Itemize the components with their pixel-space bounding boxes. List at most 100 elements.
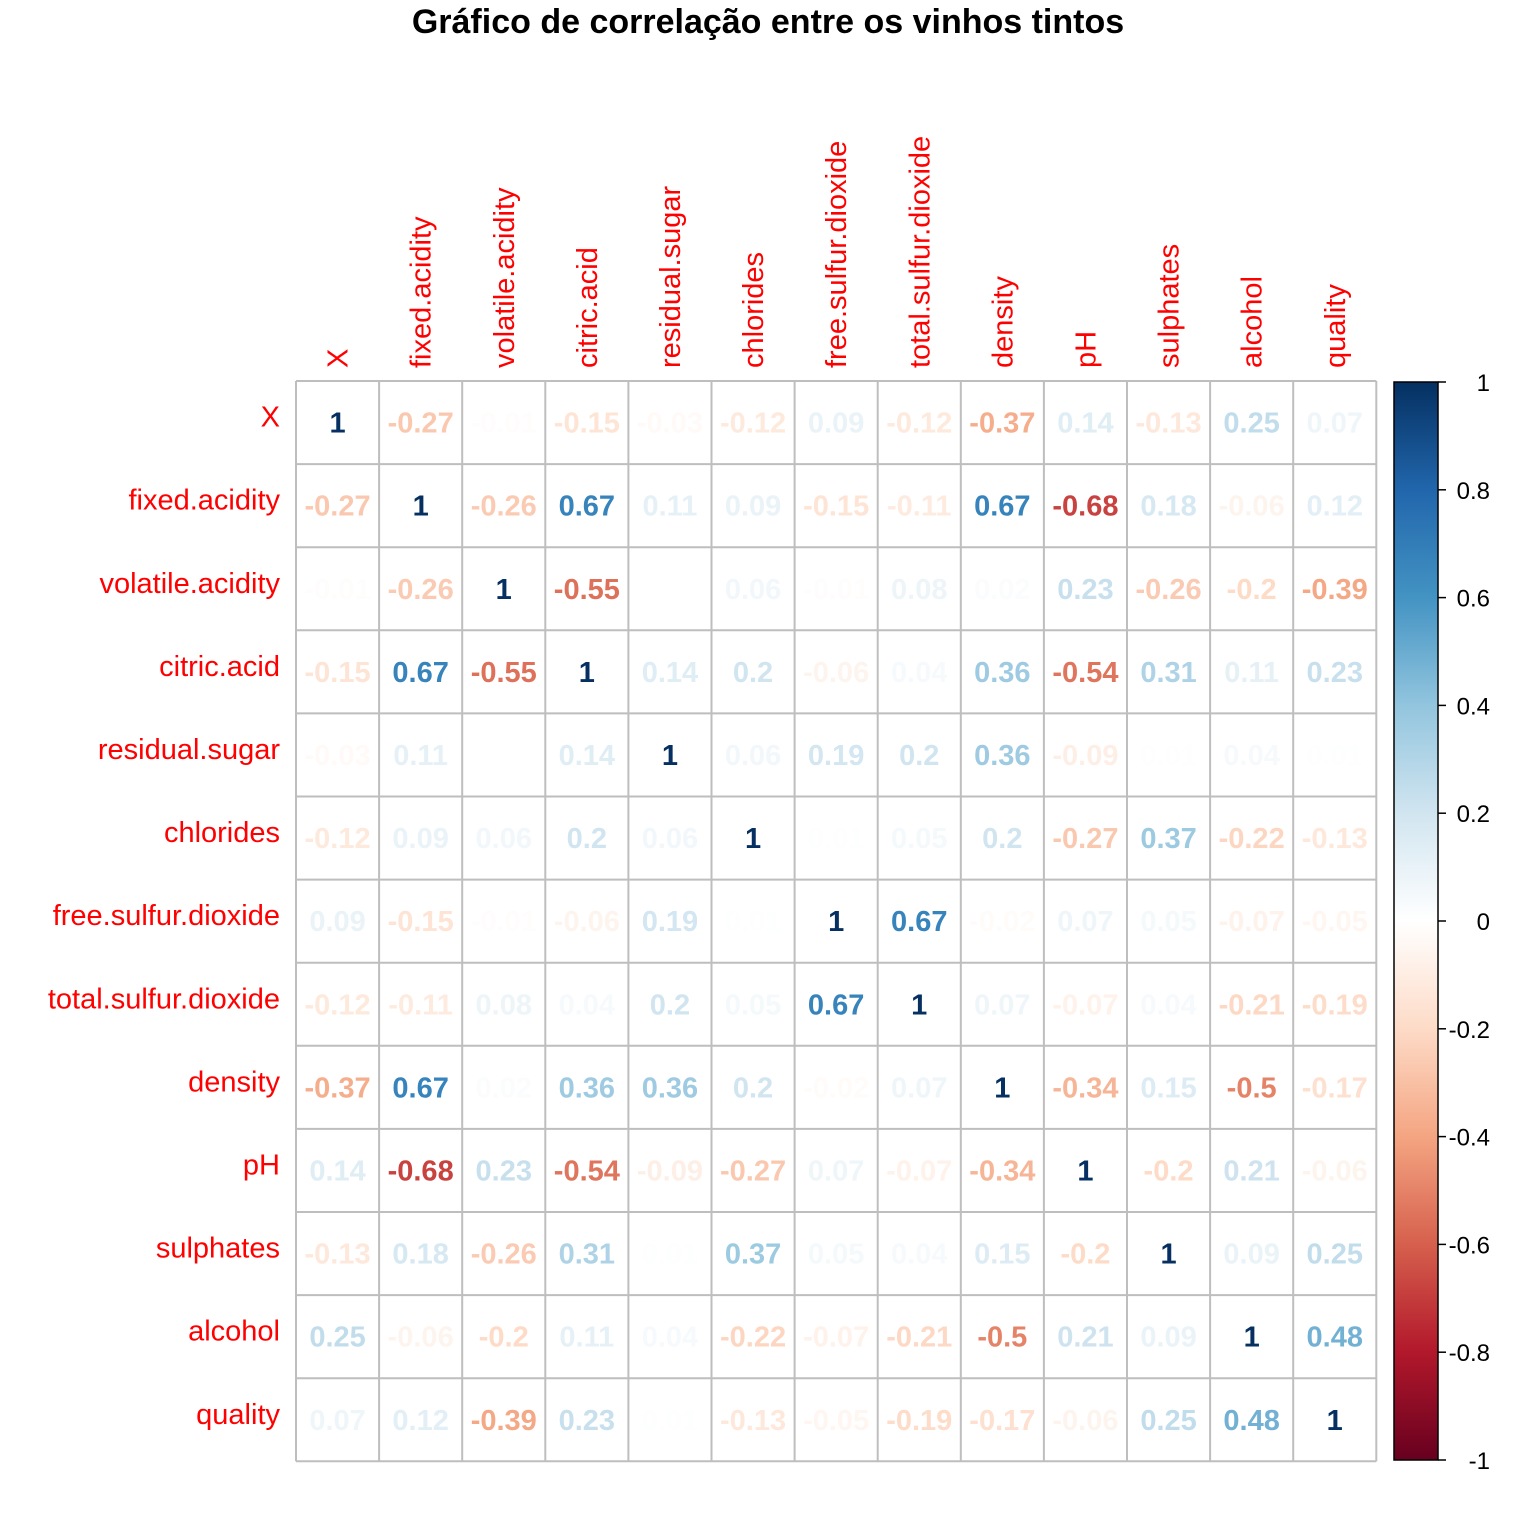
column-label: alcohol [1237, 276, 1269, 368]
correlation-value: 0.14 [309, 1155, 365, 1187]
correlation-value: 0.21 [1223, 1155, 1279, 1187]
correlation-value: 0.18 [1140, 491, 1196, 523]
correlation-value: 0.05 [725, 989, 781, 1021]
correlation-value: -0.15 [304, 657, 370, 689]
correlation-value: 0.11 [559, 1322, 614, 1354]
correlation-value: 0.37 [1140, 823, 1196, 855]
correlation-value: 0.23 [1057, 574, 1113, 606]
correlation-value: -0.01 [471, 408, 537, 440]
correlation-value: -0.11 [388, 989, 453, 1021]
correlation-value: 0.2 [650, 989, 690, 1021]
correlation-value: 0.67 [392, 1072, 448, 1104]
correlation-value: -0.27 [388, 408, 454, 440]
correlation-value: -0.68 [1052, 491, 1118, 523]
correlation-value: -0.13 [304, 1239, 370, 1271]
correlation-value: 1 [1244, 1322, 1260, 1354]
correlation-value: 0.01 [1140, 740, 1196, 772]
correlation-value: -0.2 [1144, 1155, 1194, 1187]
correlation-value: 0.07 [891, 1072, 947, 1104]
correlation-value: -0.21 [886, 1322, 952, 1354]
column-label: sulphates [1154, 244, 1186, 368]
correlation-value: 0.67 [392, 657, 448, 689]
row-label: free.sulfur.dioxide [53, 900, 280, 932]
correlation-value: 1 [994, 1072, 1010, 1104]
correlation-value: -0.06 [1219, 491, 1285, 523]
chart-title: Gráfico de correlação entre os vinhos ti… [412, 3, 1124, 41]
correlation-value: 0.23 [476, 1155, 532, 1187]
row-label: total.sulfur.dioxide [48, 983, 280, 1015]
correlation-value: -0.54 [1052, 657, 1118, 689]
correlation-value: -0.2 [1227, 574, 1277, 606]
colorbar: 1 0.8 0.6 0.4 0.2 0 -0.2 -0.4 -0.6 -0.8 -1 [1393, 370, 1490, 1475]
column-label: chlorides [738, 252, 770, 368]
correlation-value: -0.07 [1052, 989, 1118, 1021]
colorbar-tick-label: 1 [1477, 370, 1490, 397]
colorbar-tick-label: 0.2 [1457, 801, 1490, 828]
row-label: citric.acid [159, 651, 280, 683]
correlation-value: 1 [1160, 1239, 1176, 1271]
correlation-value: 0.04 [891, 1239, 947, 1271]
correlation-value: -0.06 [1052, 1405, 1118, 1437]
correlation-value: -0.55 [554, 574, 620, 606]
grid-lines [295, 380, 1378, 1463]
correlation-value: -0.02 [969, 906, 1035, 938]
colorbar-tick-label: -0.8 [1449, 1340, 1490, 1367]
correlation-value: 0.48 [1307, 1322, 1363, 1354]
correlation-value: 1 [579, 657, 595, 689]
correlation-value: 1 [329, 408, 345, 440]
correlation-value: 0.07 [1057, 906, 1113, 938]
correlation-value: 0.2 [982, 823, 1022, 855]
correlation-value: 0.09 [1140, 1322, 1196, 1354]
correlation-value: -0.15 [554, 408, 620, 440]
colorbar-tick-label: 0.4 [1457, 693, 1490, 720]
row-label: sulphates [156, 1233, 280, 1265]
correlation-value: -0.01 [803, 574, 869, 606]
correlation-value: 1 [1077, 1155, 1093, 1187]
correlation-value: -0.13 [1302, 823, 1368, 855]
correlation-value: -0.68 [388, 1155, 454, 1187]
correlation-value: -0.27 [720, 1155, 786, 1187]
correlation-value: 0.15 [974, 1239, 1030, 1271]
column-label: fixed.acidity [406, 216, 438, 368]
correlation-value: -0.03 [304, 740, 370, 772]
correlation-value: 1 [911, 989, 927, 1021]
correlation-value: 0.06 [476, 823, 532, 855]
correlation-value: -0.01 [471, 906, 537, 938]
correlation-value: 0.19 [642, 906, 698, 938]
correlation-value: -0.13 [1135, 408, 1201, 440]
correlation-value: 0.04 [1223, 740, 1279, 772]
correlation-value: 0.48 [1223, 1405, 1279, 1437]
column-label: free.sulfur.dioxide [821, 141, 853, 368]
correlation-value: 0.01 [1307, 740, 1363, 772]
correlation-value: -0.17 [969, 1405, 1035, 1437]
correlation-value: 0.19 [808, 740, 864, 772]
correlation-value: -0.06 [803, 657, 869, 689]
correlation-value: 0.06 [725, 574, 781, 606]
correlation-value: -0.39 [1302, 574, 1368, 606]
correlation-value: -0.55 [471, 657, 537, 689]
colorbar-tick-label: -0.4 [1449, 1125, 1490, 1152]
column-label: residual.sugar [655, 186, 687, 368]
row-label: residual.sugar [98, 734, 280, 766]
correlation-value: -0.5 [1227, 1072, 1277, 1104]
row-label: chlorides [164, 817, 280, 849]
correlation-value: 0.07 [808, 1155, 864, 1187]
correlation-value: 0.04 [642, 1322, 698, 1354]
colorbar-tick-label: -0.6 [1449, 1232, 1490, 1259]
correlation-value: -0.15 [388, 906, 454, 938]
correlation-value: 0.18 [392, 1239, 448, 1271]
colorbar-tick-label: -0.2 [1449, 1017, 1490, 1044]
correlation-value: -0.07 [1219, 906, 1285, 938]
correlation-value: 0.09 [309, 906, 365, 938]
correlation-value: -0.11 [887, 491, 952, 523]
correlation-value: -0.22 [1219, 823, 1285, 855]
correlation-value: -0.12 [720, 408, 786, 440]
correlation-value: -0.34 [969, 1155, 1035, 1187]
correlation-value: 0.11 [643, 491, 698, 523]
row-label: volatile.acidity [99, 568, 280, 600]
correlation-value: -0.37 [304, 1072, 370, 1104]
correlation-value: 0.01 [808, 823, 864, 855]
